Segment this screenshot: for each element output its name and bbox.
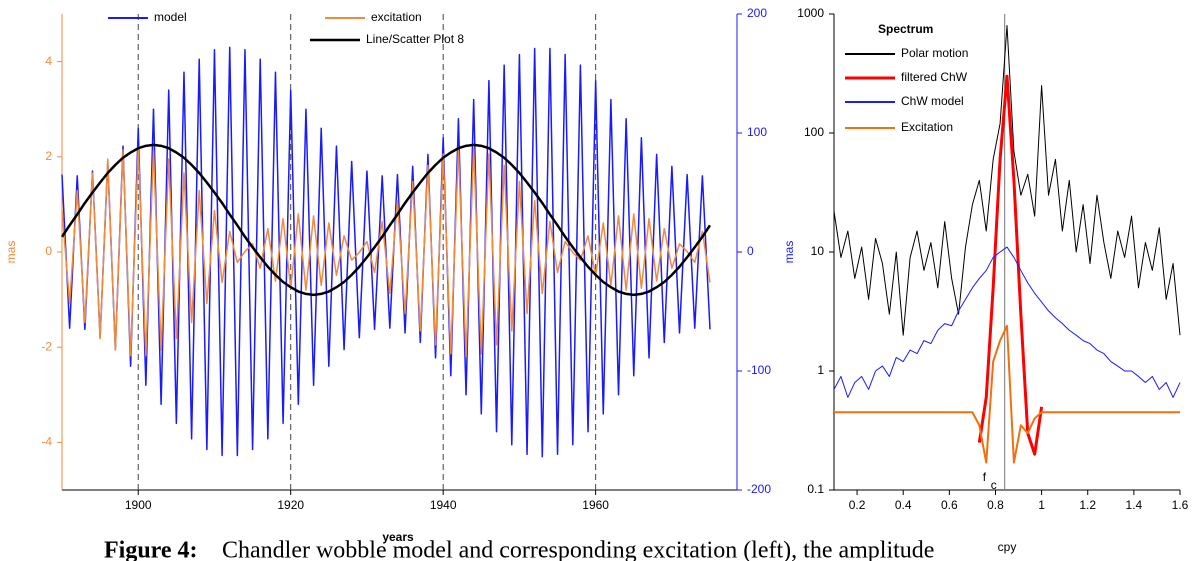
x-tick-label: 0.8 [987, 498, 1004, 512]
x-tick-label: 1920 [277, 498, 304, 512]
x-tick-label: 0.4 [895, 498, 912, 512]
y2-tick-label: -200 [747, 482, 771, 496]
x-axis-label: cpy [998, 540, 1017, 554]
y-tick-label: 2 [45, 149, 52, 163]
series-line [833, 246, 1181, 398]
x-tick-label: 0.6 [941, 498, 958, 512]
y-tick-label: 100 [804, 125, 824, 139]
series-line [834, 324, 1180, 464]
annotation-text: f [983, 470, 987, 484]
y2-axis-label: mas [782, 241, 796, 264]
y2-tick-label: 100 [747, 125, 767, 139]
y-tick-label: 1 [817, 363, 824, 377]
x-tick-label: 1900 [125, 498, 152, 512]
legend-label: excitation [371, 10, 422, 24]
y2-tick-label: -100 [747, 363, 771, 377]
x-tick-label: 1940 [430, 498, 457, 512]
legend-label: ChW model [901, 94, 964, 108]
x-tick-label: 1960 [582, 498, 609, 512]
y-tick-label: 10 [811, 244, 825, 258]
caption-label: Figure 4: [104, 538, 198, 561]
series-line [60, 143, 712, 297]
x-axis-label: years [382, 530, 414, 544]
y-tick-label: 0 [45, 244, 52, 258]
annotation-subscript: c [991, 478, 997, 492]
y2-tick-label: 200 [747, 6, 767, 20]
caption-text: Chandler wobble model and corresponding … [222, 538, 934, 561]
legend-label: Line/Scatter Plot 8 [366, 32, 464, 46]
x-tick-label: 1 [1038, 498, 1045, 512]
series-line [61, 146, 711, 358]
y-tick-label: -2 [41, 339, 52, 353]
y2-tick-label: 0 [747, 244, 754, 258]
series-line [977, 74, 1044, 456]
x-tick-label: 1.4 [1126, 498, 1143, 512]
x-tick-label: 1.2 [1079, 498, 1096, 512]
x-tick-label: 1.6 [1172, 498, 1189, 512]
y-tick-label: 1000 [797, 6, 824, 20]
series-line [833, 25, 1181, 336]
legend-label: model [154, 10, 187, 24]
y-tick-label: 0.1 [807, 482, 824, 496]
chart-title: Spectrum [878, 22, 933, 36]
y-tick-label: -4 [41, 435, 52, 449]
y-tick-label: 4 [45, 54, 52, 68]
x-tick-label: 0.2 [849, 498, 866, 512]
legend-label: Polar motion [901, 46, 968, 60]
legend-label: Excitation [901, 120, 953, 134]
legend-label: filtered ChW [901, 70, 968, 84]
y-axis-label: mas [4, 241, 18, 264]
